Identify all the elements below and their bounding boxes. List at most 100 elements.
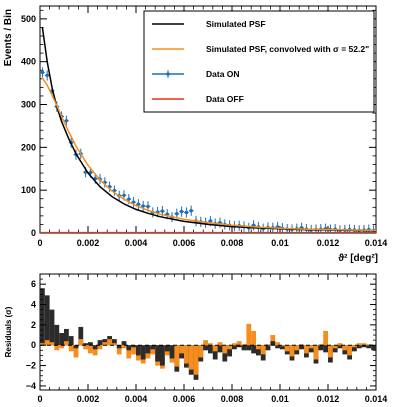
residual-bar-convolved xyxy=(179,345,184,354)
residual-bar-convolved xyxy=(332,345,338,349)
residual-bar-psf xyxy=(78,326,84,346)
residual-bar-convolved xyxy=(304,345,309,354)
residual-bar-convolved xyxy=(337,343,343,346)
top-y-tick-label: 200 xyxy=(21,142,36,152)
legend-item: Data OFF xyxy=(152,94,244,104)
residual-bar-convolved xyxy=(112,343,117,346)
residual-bar-psf xyxy=(164,345,170,352)
residual-bar-convolved xyxy=(83,345,88,350)
legend: Simulated PSF Simulated PSF, convolved wi… xyxy=(143,10,375,113)
residual-bar-convolved xyxy=(49,342,55,346)
data-on-marker xyxy=(179,209,184,214)
residual-bar-convolved xyxy=(227,345,232,350)
legend-label: Simulated PSF xyxy=(206,19,266,29)
residual-bar-psf xyxy=(140,345,146,360)
residual-bar-psf xyxy=(49,309,55,346)
residual-bar-psf xyxy=(136,345,141,356)
residual-bar-psf xyxy=(256,345,261,356)
residual-bar-convolved xyxy=(342,345,348,351)
residual-bar-psf xyxy=(332,345,338,353)
residual-bar-psf xyxy=(217,345,223,353)
legend-label: Simulated PSF, convolved with σ = 52.2" xyxy=(206,44,369,54)
residual-bar-convolved xyxy=(174,345,180,367)
residual-bar-psf xyxy=(241,345,247,351)
residual-bar-psf xyxy=(145,345,151,354)
residual-bar-convolved xyxy=(208,343,213,346)
data-on-marker xyxy=(131,200,136,204)
residual-bar-convolved xyxy=(265,344,271,346)
residual-bar-psf xyxy=(318,345,324,351)
bottom-x-tick-label: 0.014 xyxy=(365,394,388,404)
data-on-point xyxy=(179,206,184,217)
residual-bar-psf xyxy=(323,345,328,353)
residual-bar-convolved xyxy=(54,345,60,351)
legend-label: Data ON xyxy=(206,69,240,79)
data-on-point xyxy=(40,67,45,78)
bottom-y-tick-label: −2 xyxy=(26,361,36,371)
residual-bar-psf xyxy=(64,328,69,346)
residual-bar-psf xyxy=(203,345,208,351)
bottom-y-axis-title: Residuals (σ) xyxy=(4,306,13,357)
residual-bar-psf xyxy=(371,345,376,351)
bottom-x-tick-label: 0.004 xyxy=(125,394,148,404)
residual-bar-convolved xyxy=(318,344,324,346)
residual-bar-psf xyxy=(280,345,285,350)
residual-bar-convolved xyxy=(236,341,242,346)
bottom-y-tick-label: 6 xyxy=(31,279,36,289)
residual-bar-psf xyxy=(83,343,88,346)
residual-bar-convolved xyxy=(251,330,256,346)
convolved-psf-curve xyxy=(41,77,376,232)
top-x-tick-label: 0.012 xyxy=(317,238,340,248)
data-on-marker xyxy=(127,197,131,201)
residual-bar-psf xyxy=(265,345,271,351)
residual-bar-convolved xyxy=(44,340,50,346)
top-x-tick-label: 0.008 xyxy=(221,238,244,248)
residual-bar-convolved xyxy=(184,345,189,364)
residual-bar-convolved xyxy=(78,339,84,346)
residual-bar-psf xyxy=(131,345,136,348)
residual-bar-convolved xyxy=(107,339,112,346)
residual-bar-convolved xyxy=(121,345,127,349)
residual-bar-convolved xyxy=(347,345,352,356)
residual-bar-psf xyxy=(40,288,45,346)
residual-bar-convolved xyxy=(275,342,280,346)
residual-bar-psf xyxy=(54,324,60,346)
top-x-tick-label: 0.014 xyxy=(365,238,388,248)
residual-bar-psf xyxy=(102,339,108,346)
bottom-x-tick-label: 0 xyxy=(37,394,42,404)
data-on-point xyxy=(131,197,136,208)
residual-bar-convolved xyxy=(217,342,223,346)
bottom-y-tick-label: 4 xyxy=(31,300,36,310)
legend-box xyxy=(143,10,375,113)
residual-bar-psf xyxy=(92,345,98,350)
residual-bar-convolved xyxy=(232,343,237,346)
residual-bar-convolved xyxy=(294,345,300,351)
residual-bar-psf xyxy=(169,345,175,359)
residual-bar-convolved xyxy=(198,345,204,358)
legend-label: Data OFF xyxy=(206,94,244,104)
top-y-tick-label: 400 xyxy=(21,57,36,67)
data-on-marker xyxy=(40,70,45,75)
data-on-point xyxy=(136,199,141,210)
residual-bar-convolved xyxy=(361,343,367,346)
residual-bar-convolved xyxy=(59,345,64,349)
residual-bar-convolved xyxy=(64,341,69,346)
residual-bar-psf xyxy=(212,345,218,360)
data-on-point xyxy=(140,200,146,212)
legend-item: Data ON xyxy=(152,69,240,79)
residual-bar-convolved xyxy=(352,345,357,348)
residual-bar-psf xyxy=(308,345,314,353)
residual-bar-psf xyxy=(97,340,103,346)
residual-bar-convolved xyxy=(308,345,314,349)
data-on-marker xyxy=(208,219,213,223)
top-y-tick-label: 100 xyxy=(21,185,36,195)
residual-bar-convolved xyxy=(289,345,295,357)
data-on-marker xyxy=(136,202,141,207)
residual-bar-convolved xyxy=(280,345,285,347)
residual-bar-convolved xyxy=(188,345,194,370)
top-y-tick-label: 300 xyxy=(21,100,36,110)
residual-bar-psf xyxy=(208,345,213,354)
residual-bar-convolved xyxy=(150,345,156,355)
bottom-x-tick-label: 0.008 xyxy=(221,394,244,404)
